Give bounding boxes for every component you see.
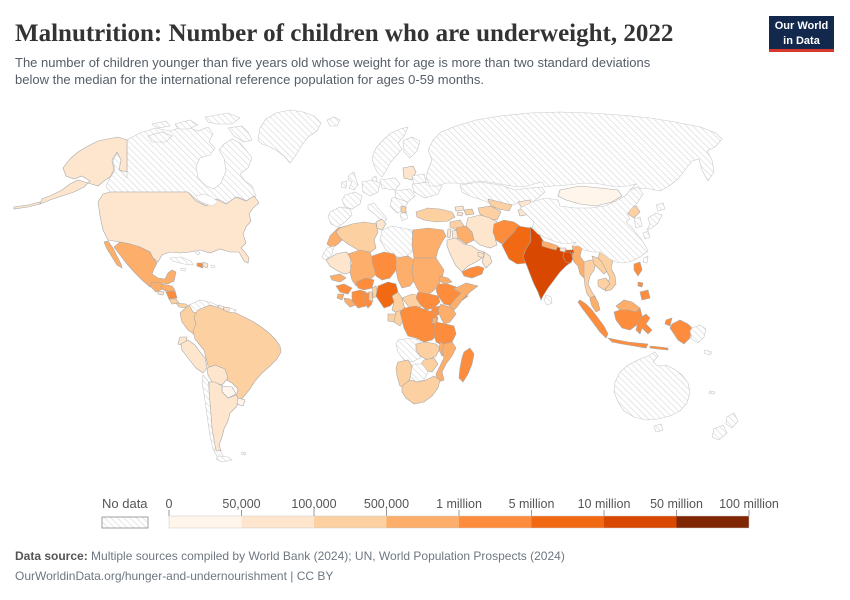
svg-text:5 million: 5 million — [509, 497, 555, 511]
svg-text:500,000: 500,000 — [364, 497, 409, 511]
svg-text:0: 0 — [166, 497, 173, 511]
svg-text:1 million: 1 million — [436, 497, 482, 511]
svg-text:100,000: 100,000 — [291, 497, 336, 511]
svg-text:100 million: 100 million — [719, 497, 779, 511]
svg-text:No data: No data — [102, 496, 148, 511]
svg-text:50 million: 50 million — [650, 497, 703, 511]
svg-text:10 million: 10 million — [578, 497, 631, 511]
svg-text:50,000: 50,000 — [222, 497, 260, 511]
